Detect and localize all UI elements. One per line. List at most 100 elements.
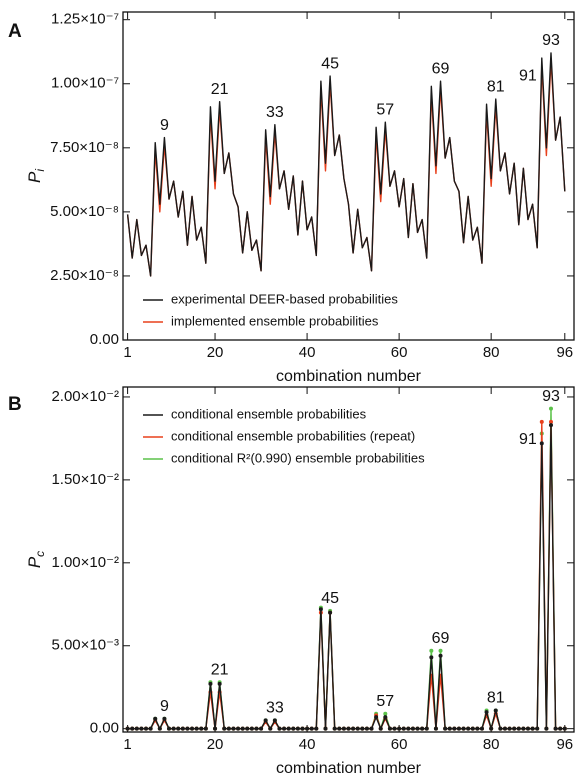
data-point (185, 726, 190, 731)
x-tick-label: 96 (556, 736, 573, 753)
data-point (475, 726, 480, 731)
data-point (507, 726, 512, 731)
data-point (493, 708, 498, 713)
x-tick-label: 80 (483, 344, 500, 361)
series-line (127, 421, 565, 730)
data-point (277, 726, 282, 731)
annotation: 69 (432, 60, 450, 77)
data-point (447, 726, 452, 731)
data-point (125, 726, 130, 731)
data-point (309, 726, 314, 731)
y-axis-label-main: P (25, 171, 44, 183)
data-point (544, 726, 549, 731)
data-point (176, 726, 181, 731)
y-axis-label-sub: i (33, 169, 47, 172)
annotation: 33 (266, 104, 284, 121)
annotation: 91 (519, 67, 537, 84)
data-point (369, 726, 374, 731)
annotation: 9 (160, 117, 169, 134)
data-point (553, 726, 558, 731)
y-tick-label: 1.25×10⁻⁷ (51, 11, 119, 28)
data-point (530, 726, 535, 731)
data-point (148, 726, 153, 731)
y-tick-label: 0.00 (90, 331, 119, 348)
data-point (226, 726, 231, 731)
data-point (130, 726, 135, 731)
y-axis-label-sub: c (33, 551, 47, 557)
x-tick-label: 20 (207, 736, 224, 753)
x-tick-label: 1 (123, 736, 131, 753)
annotation: 57 (376, 101, 394, 118)
data-point (406, 726, 411, 731)
annotation: 91 (519, 431, 537, 448)
x-axis-label: combination number (276, 760, 422, 773)
data-point (558, 726, 563, 731)
data-point (263, 718, 268, 723)
data-point (374, 715, 379, 720)
data-point (562, 726, 567, 731)
x-tick-label: 60 (391, 736, 408, 753)
data-point (525, 726, 530, 731)
data-point (180, 726, 185, 731)
data-point (318, 607, 323, 612)
data-point (153, 716, 158, 721)
data-point (410, 726, 415, 731)
x-tick-label: 80 (483, 736, 500, 753)
data-point (236, 726, 241, 731)
panel-label: A (8, 21, 22, 42)
data-point (157, 726, 162, 731)
data-point (360, 726, 365, 731)
data-point (314, 726, 319, 731)
data-point (208, 681, 213, 686)
data-point (429, 648, 434, 653)
data-point (231, 726, 236, 731)
data-point (167, 726, 172, 731)
data-point (443, 726, 448, 731)
data-point (502, 726, 507, 731)
data-point (461, 726, 466, 731)
data-point (401, 726, 406, 731)
legend-label: implemented ensemble probabilities (171, 313, 379, 328)
data-point (484, 710, 489, 715)
annotation: 45 (321, 55, 339, 72)
data-point (203, 726, 208, 731)
annotation: 33 (266, 700, 284, 717)
data-point (213, 726, 218, 731)
data-point (429, 655, 434, 660)
x-tick-label: 20 (207, 344, 224, 361)
legend-label: experimental DEER-based probabilities (171, 291, 398, 306)
data-point (139, 726, 144, 731)
data-point (548, 406, 553, 411)
data-point (300, 726, 305, 731)
annotation: 69 (432, 630, 450, 647)
plot-frame (122, 386, 575, 733)
y-tick-label: 2.50×10⁻⁸ (50, 267, 119, 284)
annotation: 9 (160, 698, 169, 715)
annotation: 81 (487, 690, 505, 707)
data-point (286, 726, 291, 731)
y-tick-label: 5.00×10⁻³ (51, 637, 119, 654)
data-point (194, 726, 199, 731)
data-point (456, 726, 461, 731)
data-point (254, 726, 259, 731)
data-point (378, 726, 383, 731)
data-point (433, 726, 438, 731)
annotation: 93 (542, 32, 560, 49)
data-point (341, 726, 346, 731)
series-line (127, 424, 565, 730)
annotation: 81 (487, 78, 505, 95)
plot-frame (122, 11, 575, 341)
legend-label: conditional ensemble probabilities (repe… (171, 428, 415, 443)
data-point (548, 419, 553, 424)
data-point (346, 726, 351, 731)
x-tick-label: 96 (556, 344, 573, 361)
data-point (498, 726, 503, 731)
data-point (190, 726, 195, 731)
y-tick-label: 2.00×10⁻² (51, 388, 119, 405)
data-point (282, 726, 287, 731)
x-axis-label: combination number (276, 368, 422, 385)
data-point (438, 648, 443, 653)
data-point (512, 726, 517, 731)
annotation: 93 (542, 388, 560, 405)
data-point (364, 726, 369, 731)
